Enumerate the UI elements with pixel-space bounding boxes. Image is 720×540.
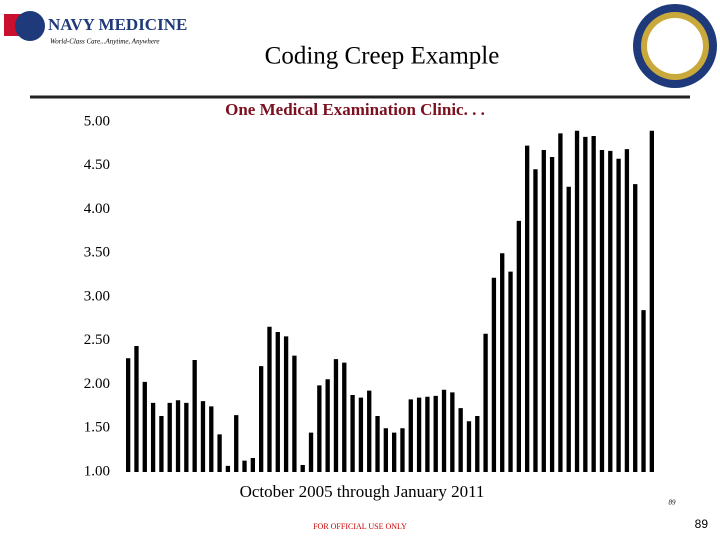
bar: [524, 145, 530, 472]
chart-title: One Medical Examination Clinic. . .: [225, 100, 485, 119]
bar: [466, 421, 472, 472]
bar: [192, 360, 197, 472]
footer: FOR OFFICIAL USE ONLY: [313, 522, 407, 531]
slide-title: Coding Creep Example: [265, 43, 500, 70]
bar: [624, 149, 630, 472]
bar: [549, 157, 555, 472]
bar: [283, 336, 289, 472]
bar: [649, 130, 655, 472]
bar: [541, 150, 546, 472]
y-tick-label: 2.50: [84, 332, 110, 348]
bar: [508, 271, 513, 472]
y-tick-label: 4.00: [84, 201, 110, 217]
y-tick-label: 2.00: [84, 376, 110, 392]
logo-tagline: World-Class Care...Anytime, Anywhere: [50, 38, 160, 46]
bar: [125, 358, 131, 472]
bar: [225, 465, 231, 472]
bar: [491, 277, 497, 472]
seal: [633, 4, 717, 88]
bar: [217, 434, 222, 472]
bar: [159, 416, 164, 472]
bar: [200, 401, 206, 472]
bar: [358, 397, 364, 472]
bar: [308, 432, 314, 472]
logo: NAVY MEDICINE World-Class Care...Anytime…: [4, 11, 187, 46]
bar: [342, 362, 347, 472]
bar: [383, 428, 389, 472]
bar: [616, 158, 621, 472]
y-tick-label: 3.00: [84, 288, 110, 304]
bar: [400, 428, 405, 472]
bar: [333, 359, 339, 472]
bar: [142, 381, 147, 472]
bar: [242, 460, 247, 472]
bar: [583, 136, 588, 472]
bar: [433, 395, 438, 472]
bar: [500, 253, 505, 472]
bar: [641, 310, 646, 472]
bar: [267, 326, 272, 472]
x-axis-label: October 2005 through January 2011: [240, 482, 485, 501]
bar: [591, 136, 596, 472]
bar: [234, 415, 239, 472]
bar: [574, 130, 580, 472]
bar: [458, 408, 463, 472]
bar: [483, 333, 488, 472]
bar: [317, 385, 322, 472]
bar: [258, 366, 264, 472]
bar: [608, 150, 613, 472]
y-tick-label: 5.00: [84, 113, 110, 129]
bar: [441, 389, 447, 472]
bar: [300, 465, 305, 472]
logo-text: NAVY MEDICINE: [48, 15, 187, 34]
bar: [450, 392, 455, 472]
bar: [367, 390, 372, 472]
bar: [150, 402, 156, 472]
y-tick-label: 1.50: [84, 420, 110, 436]
logo-emblem: [15, 11, 45, 41]
bar: [325, 379, 330, 472]
bar: [533, 169, 538, 472]
bar: [516, 220, 522, 472]
y-tick-label: 1.00: [84, 463, 110, 479]
bar: [375, 416, 380, 472]
bar: [408, 399, 413, 472]
bar: [167, 402, 172, 472]
bar: [475, 416, 480, 472]
bar: [292, 355, 297, 472]
bar: [566, 186, 571, 472]
bar: [599, 150, 605, 472]
bar: [425, 396, 430, 472]
seal-center: [647, 18, 703, 74]
bar: [350, 395, 355, 472]
bar: [416, 397, 422, 472]
bar: [391, 432, 397, 472]
bar: [134, 346, 139, 472]
page-small: 89: [669, 499, 677, 507]
bar: [184, 402, 189, 472]
page-number: 89: [695, 517, 709, 531]
bar: [633, 184, 638, 472]
bar: [209, 406, 214, 472]
bar: [558, 133, 563, 472]
y-tick-label: 3.50: [84, 245, 110, 261]
y-tick-label: 4.50: [84, 157, 110, 173]
bar: [175, 400, 181, 472]
bar: [275, 332, 280, 472]
bar: [250, 458, 256, 472]
